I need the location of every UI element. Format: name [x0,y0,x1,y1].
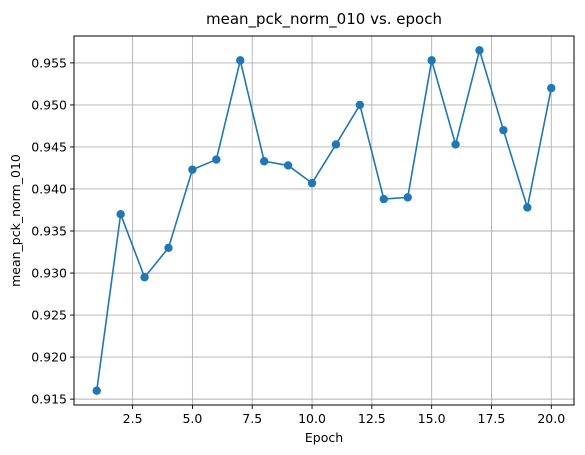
y-tick-label: 0.950 [31,97,67,112]
x-tick-label: 2.5 [123,411,143,426]
series-mean-pck-norm-010 [92,46,556,395]
data-point [475,46,484,55]
y-tick-label: 0.940 [31,181,67,196]
x-tick-label: 20.0 [537,411,565,426]
x-tick-label: 7.5 [242,411,262,426]
plot-frame [73,35,575,406]
x-tick-label: 5.0 [182,411,202,426]
data-point [427,56,436,65]
data-point [355,100,365,110]
y-tick-label: 0.930 [31,266,67,281]
y-tick-label: 0.920 [31,350,67,365]
data-point [331,140,341,149]
y-tick-label: 0.915 [31,392,67,407]
data-point [188,165,197,174]
axis-ticks: 2.5 5.0 7.5 10.0 12.5 15.0 17.5 20.0 0.915 0.920 0… [31,55,565,426]
data-point [403,193,412,202]
data-point [499,125,508,135]
series-line [95,49,553,391]
y-tick-label: 0.945 [31,139,67,154]
y-axis-title: mean_pck_norm_010 [8,154,23,287]
data-point [451,140,460,149]
y-tick-label: 0.935 [31,224,67,239]
data-point [116,209,125,219]
x-tick-label: 12.5 [358,411,386,426]
data-point [547,83,556,93]
data-point [92,386,101,395]
x-axis-title: Epoch [305,430,343,445]
data-point [164,243,173,253]
x-tick-label: 17.5 [478,411,506,426]
data-point [523,203,532,212]
y-tick-label: 0.925 [31,308,67,323]
data-point [379,194,389,204]
data-point [259,157,269,166]
data-point [283,161,293,170]
y-tick-label: 0.955 [31,55,67,70]
x-tick-label: 10.0 [298,411,326,426]
x-tick-label: 15.0 [418,411,446,426]
data-point [307,178,317,188]
grid [74,36,574,405]
data-point [236,56,245,65]
chart-title: mean_pck_norm_010 vs. epoch [206,10,442,29]
data-point [140,273,149,282]
data-point [212,155,221,164]
